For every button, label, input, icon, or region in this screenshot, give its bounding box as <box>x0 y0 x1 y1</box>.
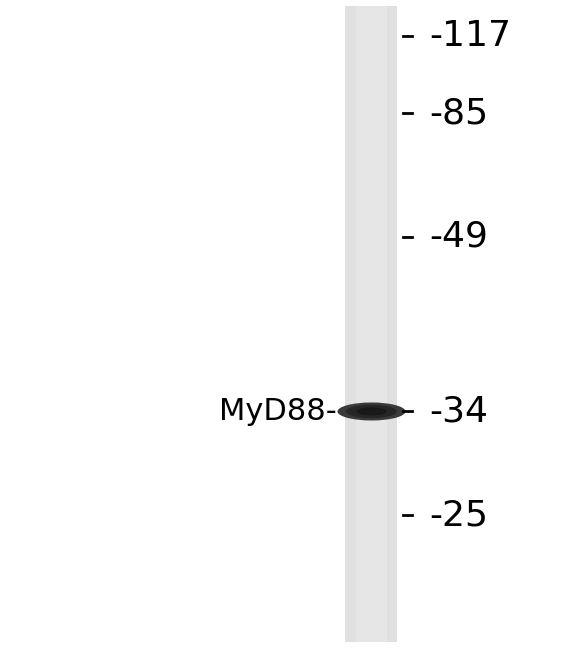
Text: -85: -85 <box>429 97 489 130</box>
Ellipse shape <box>338 402 405 421</box>
Text: -25: -25 <box>429 498 488 532</box>
Bar <box>356 6 387 642</box>
Text: -49: -49 <box>429 220 488 253</box>
Ellipse shape <box>356 408 387 415</box>
Text: -34: -34 <box>429 395 488 428</box>
Bar <box>346 6 397 642</box>
Text: -117: -117 <box>429 19 512 52</box>
Text: MyD88-: MyD88- <box>219 397 337 426</box>
Ellipse shape <box>346 405 397 418</box>
